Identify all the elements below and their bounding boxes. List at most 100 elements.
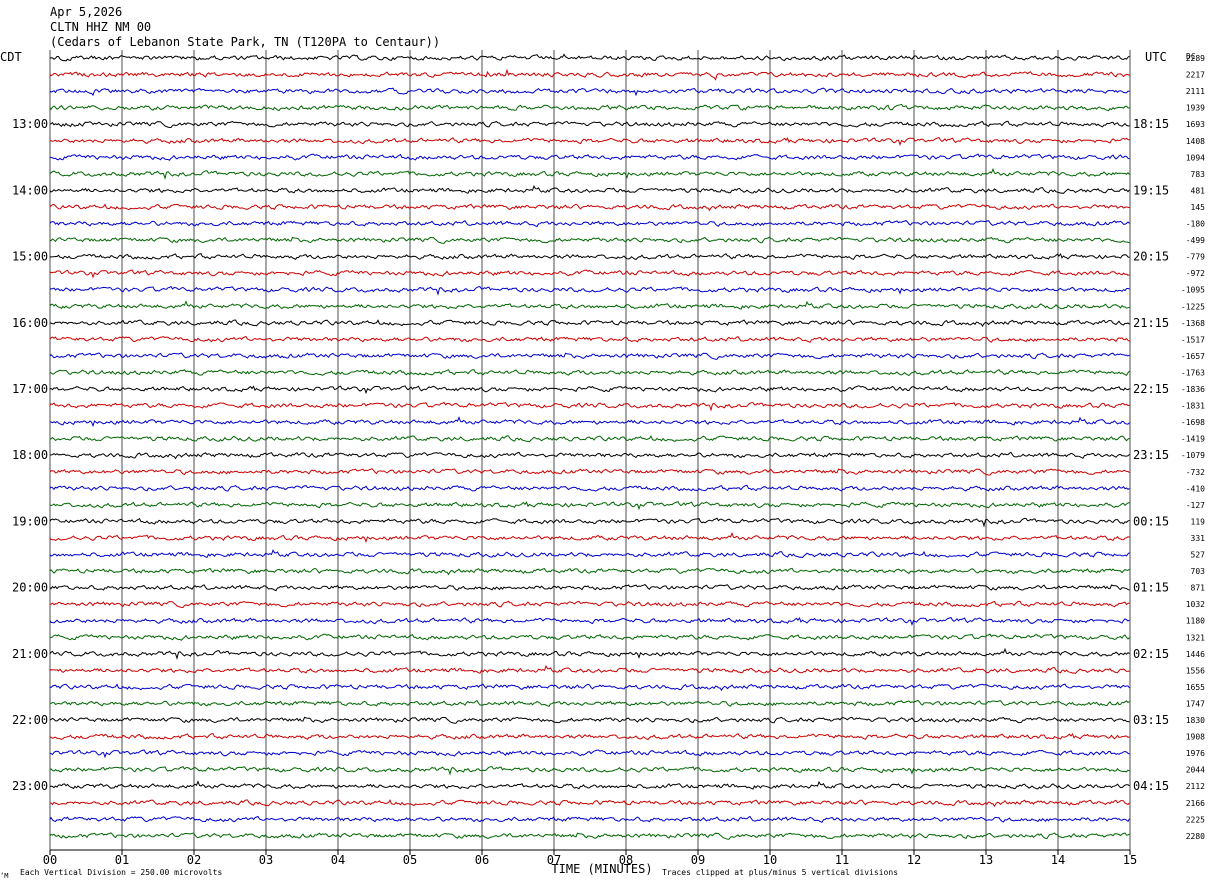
x-axis: 00 01 02 03 04 05 06 07 08 09 10 11 12 13 14 15	[43, 849, 1137, 867]
x-tick-label: 00	[43, 853, 57, 867]
x-tick-label: 05	[403, 853, 417, 867]
dc-offset-label: 1908	[1186, 733, 1205, 742]
seismic-trace	[49, 167, 1130, 180]
header-station: CLTN HHZ NM 00	[50, 20, 151, 34]
x-tick-label: 11	[835, 853, 849, 867]
header-location: (Cedars of Lebanon State Park, TN (T120P…	[50, 35, 440, 49]
cdt-hour-label: 16:00	[12, 316, 48, 330]
x-tick-label: 04	[331, 853, 345, 867]
x-tick-label: 15	[1123, 853, 1137, 867]
x-tick-label: 09	[691, 853, 705, 867]
seismic-trace	[49, 300, 1130, 310]
seismic-trace	[49, 567, 1130, 576]
dc-offset-label: -779	[1186, 253, 1205, 262]
dc-offset-label: 1939	[1186, 104, 1205, 113]
dc-offset-label: 1693	[1186, 120, 1205, 129]
dc-offset-label: 1747	[1186, 699, 1205, 708]
dc-offset-label: 145	[1191, 203, 1206, 212]
seismic-trace	[49, 484, 1130, 492]
seismic-trace	[49, 683, 1130, 692]
seismic-trace	[49, 600, 1130, 609]
right-zone-label: UTC	[1145, 50, 1167, 64]
seismic-trace	[49, 103, 1130, 112]
dc-offset-label: 1556	[1186, 666, 1205, 675]
seismic-trace	[49, 468, 1130, 476]
seismic-trace	[49, 401, 1130, 412]
dc-offset-label: -1763	[1181, 368, 1205, 377]
dc-offset-label: 2217	[1186, 71, 1205, 80]
seismic-trace	[49, 617, 1130, 626]
seismic-trace	[49, 120, 1130, 128]
seismic-trace	[49, 385, 1130, 395]
seismic-trace	[49, 732, 1130, 741]
header-date: Apr 5,2026	[50, 5, 122, 19]
dc-offset-label: 1976	[1186, 749, 1205, 758]
dc-offset-label: 2166	[1186, 799, 1205, 808]
seismic-trace	[49, 219, 1130, 228]
x-tick-label: 08	[619, 853, 633, 867]
dc-offset-label: 1032	[1186, 600, 1205, 609]
utc-hour-label: 18:15	[1133, 117, 1169, 131]
dc-offset-label: -972	[1186, 269, 1205, 278]
seismic-trace	[49, 832, 1130, 840]
dc-offset-label: -1698	[1181, 418, 1205, 427]
dc-offset-label: 1830	[1186, 716, 1205, 725]
dc-offset-label: -1517	[1181, 335, 1205, 344]
dc-offset-label: 1321	[1186, 633, 1205, 642]
dc-offset-label: 1180	[1186, 617, 1205, 626]
utc-hour-label: 01:15	[1133, 581, 1169, 595]
dc-offset-label: 527	[1191, 551, 1206, 560]
x-tick-label: 13	[979, 853, 993, 867]
seismic-trace	[49, 319, 1130, 328]
seismic-trace	[49, 815, 1130, 823]
seismic-trace	[49, 780, 1130, 790]
dc-offset-label: -1657	[1181, 352, 1205, 361]
x-tick-label: 06	[475, 853, 489, 867]
cdt-hour-label: 20:00	[12, 581, 48, 595]
seismic-trace	[49, 799, 1130, 808]
dc-offset-labels: 2289 2217 2111 1939 1693 1408 1094 783 481 145 -18…	[1181, 54, 1205, 841]
dc-offset-label: -1831	[1181, 402, 1205, 411]
seismic-trace	[49, 68, 1130, 81]
seismic-trace	[49, 451, 1130, 460]
utc-hour-label: 21:15	[1133, 316, 1169, 330]
clip-note: Traces clipped at plus/minus 5 vertical …	[662, 868, 898, 877]
cdt-hour-label: 14:00	[12, 183, 48, 197]
dc-offset-label: 2044	[1186, 766, 1205, 775]
utc-hour-label: 20:15	[1133, 250, 1169, 264]
seismic-trace	[49, 153, 1130, 161]
dc-offset-label: -1225	[1181, 302, 1205, 311]
seismic-trace	[49, 765, 1130, 776]
seismic-trace	[49, 501, 1130, 511]
dc-offset-label: 1655	[1186, 683, 1205, 692]
utc-hour-labels: 18:15 19:15 20:15 21:15 22:15 23:15 00:15 01:15…	[1133, 117, 1169, 793]
seismic-traces	[49, 53, 1130, 840]
utc-hour-label: 19:15	[1133, 183, 1169, 197]
dc-offset-label: -732	[1186, 468, 1205, 477]
dc-offset-label: -127	[1186, 501, 1205, 510]
utc-hour-label: 22:15	[1133, 382, 1169, 396]
seismic-trace	[49, 549, 1130, 559]
cdt-hour-label: 17:00	[12, 382, 48, 396]
dc-offset-label: 2225	[1186, 815, 1205, 824]
utc-hour-label: 04:15	[1133, 779, 1169, 793]
seismic-trace	[49, 716, 1130, 724]
seismic-trace	[49, 584, 1130, 592]
cdt-hour-label: 13:00	[12, 117, 48, 131]
seismic-trace	[49, 416, 1130, 428]
seismic-trace	[49, 664, 1130, 674]
dc-offset-label: -1836	[1181, 385, 1205, 394]
seismic-trace	[49, 531, 1130, 544]
dc-offset-label: -410	[1186, 484, 1205, 493]
x-tick-label: 10	[763, 853, 777, 867]
dc-offset-label: -1419	[1181, 435, 1205, 444]
seismic-trace	[49, 137, 1130, 147]
scale-note: Each Vertical Division = 250.00 microvol…	[20, 868, 222, 877]
seismic-trace	[49, 699, 1130, 708]
left-zone-label: CDT	[0, 50, 22, 64]
x-tick-label: 02	[187, 853, 201, 867]
dc-offset-label: -1368	[1181, 319, 1205, 328]
dc-offset-label: 1446	[1186, 650, 1205, 659]
x-tick-label: 12	[907, 853, 921, 867]
